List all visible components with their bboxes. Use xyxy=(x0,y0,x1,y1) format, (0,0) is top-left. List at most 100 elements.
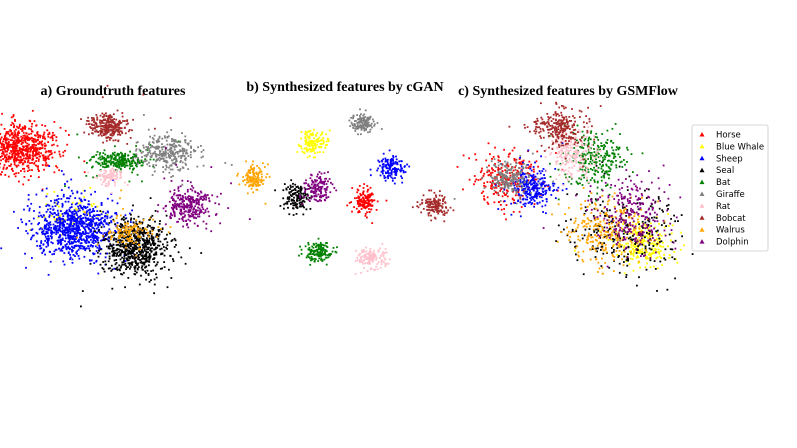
point-horse xyxy=(2,145,5,148)
point-blue-whale xyxy=(326,137,329,140)
point-horse xyxy=(11,144,14,146)
point-bobcat xyxy=(105,115,108,117)
point-seal xyxy=(119,253,122,255)
point-horse xyxy=(357,205,360,208)
point-giraffe xyxy=(162,158,165,160)
point-walrus xyxy=(255,180,258,182)
point-sheep xyxy=(383,177,386,179)
point-giraffe xyxy=(165,153,167,156)
point-sheep xyxy=(61,237,64,240)
point-horse xyxy=(17,154,20,156)
point-sheep xyxy=(82,222,85,225)
point-horse xyxy=(7,132,10,135)
point-seal xyxy=(135,271,138,274)
point-bobcat xyxy=(436,207,438,210)
point-seal xyxy=(123,237,126,240)
point-bat xyxy=(127,158,129,160)
point-sheep xyxy=(382,163,385,165)
point-bat xyxy=(141,164,144,167)
point-seal xyxy=(102,261,105,263)
point-rat xyxy=(388,258,391,261)
point-horse xyxy=(36,132,38,134)
point-giraffe xyxy=(168,171,171,174)
point-seal xyxy=(124,217,127,220)
point-giraffe xyxy=(162,153,165,156)
point-walrus xyxy=(252,179,255,182)
point-giraffe xyxy=(154,153,157,155)
point-walrus xyxy=(260,170,263,173)
point-dolphin xyxy=(189,210,192,213)
point-horse xyxy=(367,198,370,201)
point-sheep xyxy=(94,223,97,226)
point-giraffe xyxy=(141,156,143,158)
point-walrus xyxy=(247,181,250,184)
point-blue-whale xyxy=(307,136,309,138)
point-seal xyxy=(148,246,150,249)
point-seal xyxy=(141,254,144,257)
point-dolphin xyxy=(210,166,213,168)
point-sheep xyxy=(395,172,398,174)
point-blue-whale xyxy=(303,151,305,154)
point-sheep xyxy=(106,222,108,225)
point-seal xyxy=(274,189,276,192)
point-bobcat xyxy=(417,206,420,209)
point-seal xyxy=(142,247,144,249)
point-dolphin xyxy=(192,213,195,216)
point-blue-whale xyxy=(313,140,315,143)
point-giraffe xyxy=(157,147,160,150)
point-sheep xyxy=(91,220,93,223)
point-seal xyxy=(131,241,134,244)
point-horse xyxy=(3,138,5,140)
point-sheep xyxy=(108,237,111,240)
point-walrus xyxy=(125,242,127,245)
point-horse xyxy=(26,170,29,172)
point-giraffe xyxy=(147,146,150,148)
point-sheep xyxy=(62,229,64,232)
point-seal xyxy=(166,244,169,247)
point-blue-whale xyxy=(325,140,328,143)
point-bobcat xyxy=(429,198,432,201)
point-horse xyxy=(6,147,9,150)
point-seal xyxy=(143,263,146,266)
point-bat xyxy=(102,152,105,154)
point-dolphin xyxy=(189,200,192,203)
point-horse xyxy=(53,134,56,137)
point-sheep xyxy=(95,214,98,216)
point-sheep xyxy=(77,231,80,234)
point-horse xyxy=(373,199,376,202)
point-seal xyxy=(116,252,119,254)
point-horse xyxy=(27,156,30,159)
point-horse xyxy=(48,153,51,156)
point-sheep xyxy=(102,210,105,213)
point-seal xyxy=(180,256,183,259)
point-horse xyxy=(17,159,20,161)
point-giraffe xyxy=(184,141,187,144)
point-sheep xyxy=(86,206,89,208)
point-sheep xyxy=(96,232,98,234)
point-sheep xyxy=(74,217,76,220)
point-bobcat xyxy=(120,130,123,133)
point-bat xyxy=(91,156,94,158)
point-dolphin xyxy=(173,193,175,196)
point-bat xyxy=(108,161,111,164)
point-sheep xyxy=(83,246,86,248)
point-bobcat xyxy=(97,134,100,137)
point-sheep xyxy=(61,227,64,230)
point-horse xyxy=(36,153,39,156)
point-bobcat xyxy=(427,201,430,203)
point-walrus xyxy=(102,234,104,237)
point-sheep xyxy=(44,227,46,230)
point-sheep xyxy=(62,215,65,217)
point-bobcat xyxy=(439,204,441,207)
point-sheep xyxy=(84,240,87,242)
point-giraffe xyxy=(357,133,359,136)
point-sheep xyxy=(69,258,71,260)
point-sheep xyxy=(66,180,69,183)
point-sheep xyxy=(53,201,56,204)
point-seal xyxy=(130,262,133,265)
point-bobcat xyxy=(103,124,106,127)
point-bat xyxy=(118,163,120,166)
point-seal xyxy=(161,227,164,230)
point-sheep xyxy=(74,255,76,257)
point-bat xyxy=(311,250,314,252)
